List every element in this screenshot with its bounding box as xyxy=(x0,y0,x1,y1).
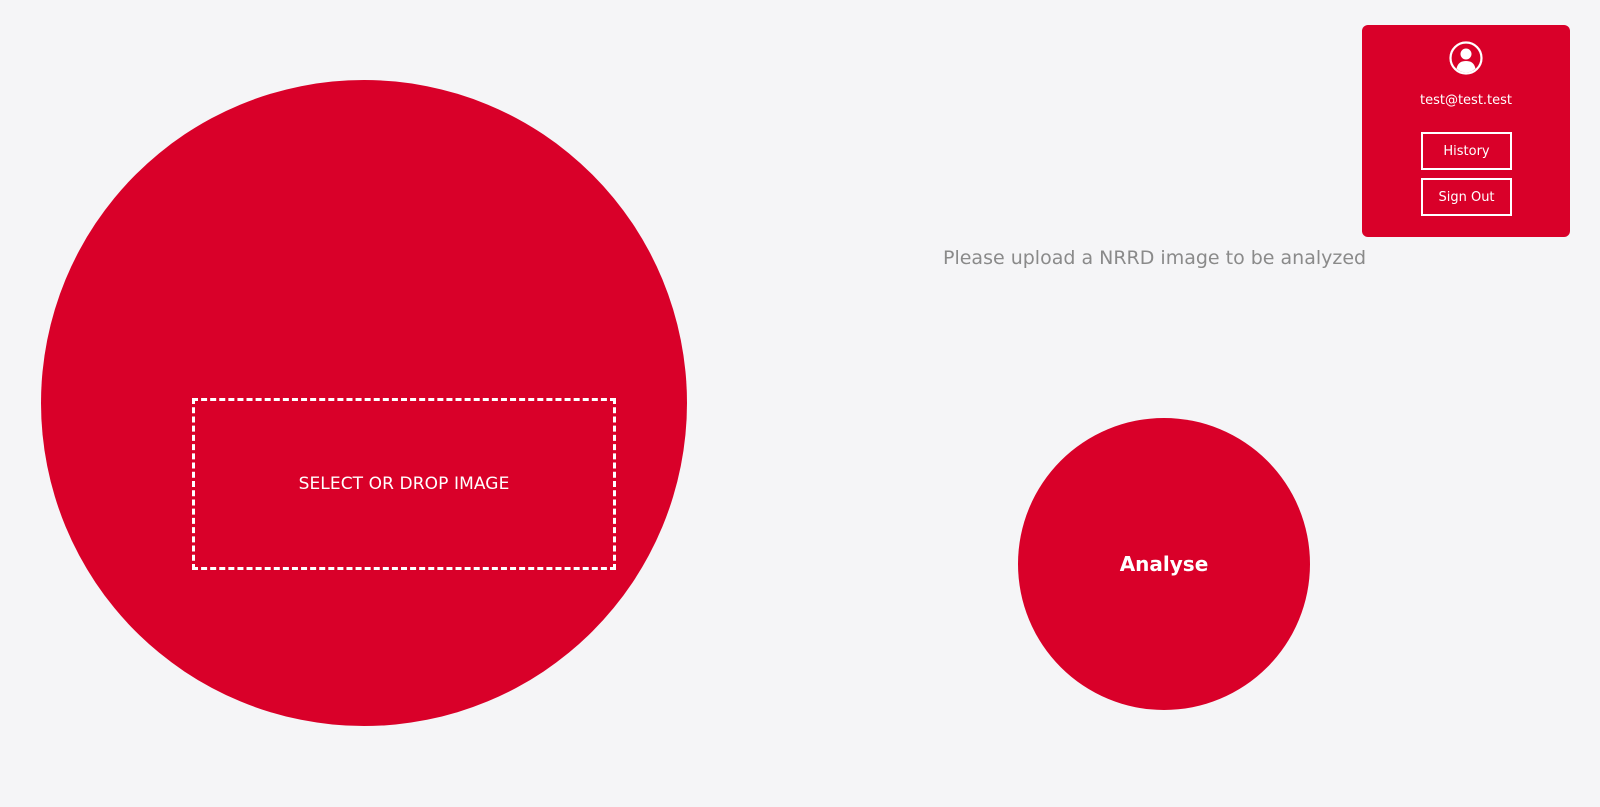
sign-out-button[interactable]: Sign Out xyxy=(1421,178,1512,216)
upload-area: SELECT OR DROP IMAGE xyxy=(41,80,687,726)
user-circle-icon xyxy=(1449,41,1483,75)
user-menu-card: test@test.test History Sign Out xyxy=(1362,25,1570,237)
drop-zone-label: SELECT OR DROP IMAGE xyxy=(298,474,510,494)
analyse-button[interactable]: Analyse xyxy=(1018,418,1310,710)
history-button[interactable]: History xyxy=(1421,132,1512,170)
upload-instruction: Please upload a NRRD image to be analyze… xyxy=(943,247,1367,269)
user-email: test@test.test xyxy=(1419,93,1513,108)
image-drop-zone[interactable]: SELECT OR DROP IMAGE xyxy=(192,398,616,570)
